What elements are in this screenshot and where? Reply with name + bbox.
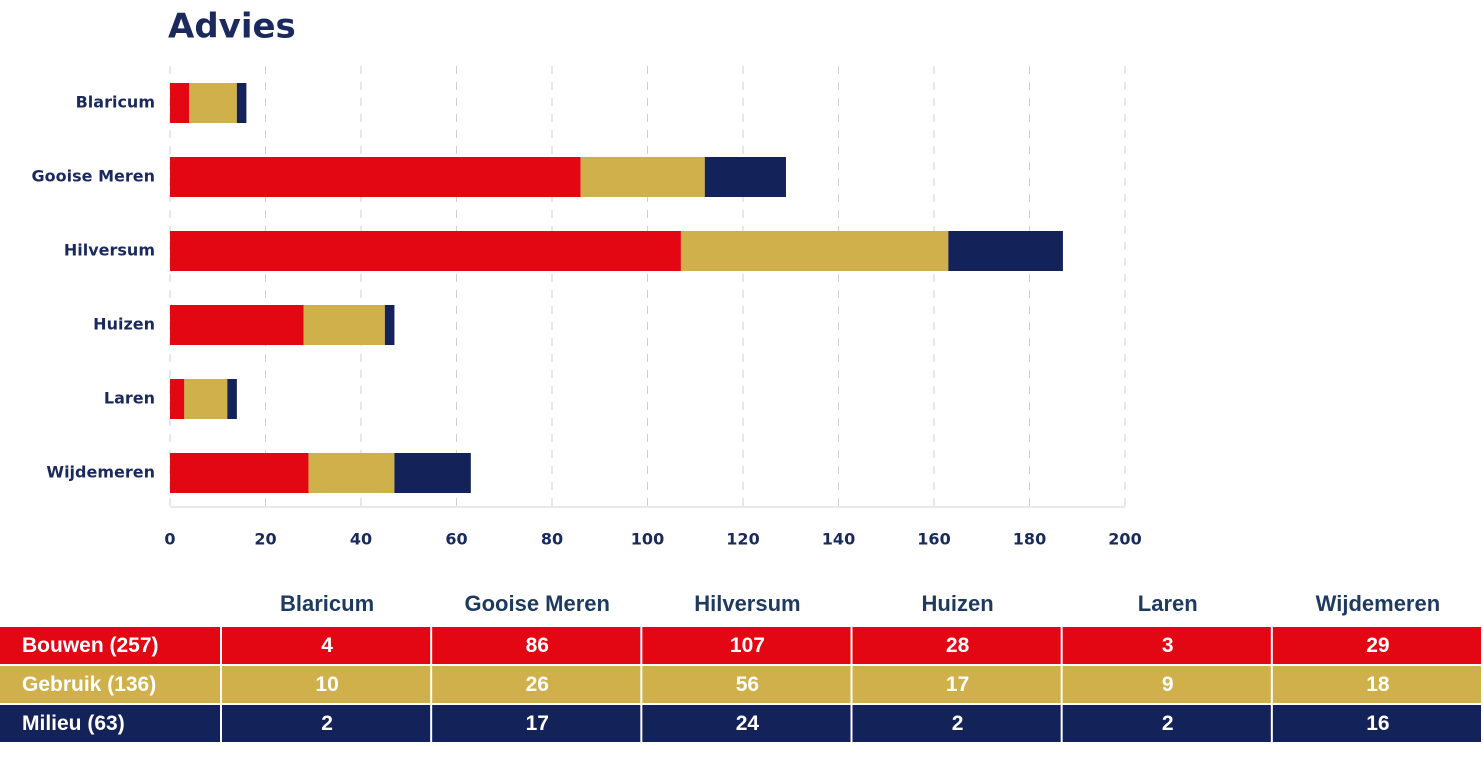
bar-segment: [227, 379, 237, 419]
table-value: 2: [321, 712, 333, 735]
x-tick-label: 180: [1013, 530, 1046, 549]
bar-segment: [170, 305, 304, 345]
table-cell: [852, 705, 1061, 742]
table-row-header: Milieu (63): [22, 712, 125, 735]
table-row-header-cell: [0, 627, 220, 664]
table-cell: [1062, 666, 1271, 703]
x-tick-label: 60: [445, 530, 467, 549]
bar-segment: [580, 157, 705, 197]
bar-segment: [170, 453, 309, 493]
bar-segment: [308, 453, 395, 493]
table-value: 86: [526, 634, 549, 657]
table-value: 2: [952, 712, 964, 735]
table-value: 24: [736, 712, 760, 735]
table-value: 26: [526, 673, 549, 696]
table-cell: [642, 627, 851, 664]
bar-segment: [189, 83, 237, 123]
table-row-header-cell: [0, 705, 220, 742]
y-tick-label: Gooise Meren: [32, 167, 155, 186]
table-header: Wijdemeren: [1316, 591, 1441, 616]
bar-segment: [384, 305, 395, 345]
bar-segment: [948, 231, 1063, 271]
bar-segment: [170, 379, 185, 419]
table-value: 17: [946, 673, 969, 696]
y-tick-label: Laren: [104, 389, 155, 408]
table-value: 10: [315, 673, 338, 696]
table-cell: [432, 627, 641, 664]
x-tick-label: 0: [164, 530, 175, 549]
table-value: 28: [946, 634, 970, 657]
x-tick-label: 40: [350, 530, 372, 549]
x-tick-label: 120: [726, 530, 759, 549]
table-row-header: Gebruik (136): [22, 673, 156, 696]
x-tick-label: 80: [541, 530, 563, 549]
table-header: Gooise Meren: [465, 591, 610, 616]
table-cell: [1062, 627, 1271, 664]
table-value: 3: [1162, 634, 1174, 657]
x-tick-label: 200: [1108, 530, 1141, 549]
table-value: 17: [526, 712, 549, 735]
table-cell: [1272, 666, 1481, 703]
table-value: 18: [1366, 673, 1390, 696]
bar-segment: [394, 453, 471, 493]
y-tick-label: Blaricum: [76, 93, 155, 112]
bar-segment: [236, 83, 247, 123]
table-cell: [1272, 627, 1481, 664]
table-value: 56: [736, 673, 759, 696]
table-cell: [222, 627, 431, 664]
table-header: Hilversum: [694, 591, 800, 616]
bar-segment: [170, 231, 681, 271]
table-value: 2: [1162, 712, 1174, 735]
x-tick-label: 20: [254, 530, 276, 549]
table-cell: [432, 666, 641, 703]
x-tick-label: 160: [917, 530, 950, 549]
table-header: Blaricum: [280, 591, 374, 616]
x-tick-label: 100: [631, 530, 664, 549]
table-cell: [1272, 705, 1481, 742]
table-row-header: Bouwen (257): [22, 634, 159, 657]
bar-segment: [170, 83, 190, 123]
bar-segment: [184, 379, 228, 419]
table-cell: [642, 666, 851, 703]
table-value: 4: [321, 634, 333, 657]
table-cell: [1062, 705, 1271, 742]
table-value: 16: [1366, 712, 1389, 735]
table-cell: [222, 705, 431, 742]
table-header: Huizen: [922, 591, 994, 616]
table-cell: [222, 666, 431, 703]
chart-title: Advies: [168, 7, 296, 47]
y-tick-label: Huizen: [93, 315, 155, 334]
table-header: Laren: [1138, 591, 1198, 616]
table-cell: [642, 705, 851, 742]
table-cell: [852, 627, 1061, 664]
table-value: 29: [1366, 634, 1389, 657]
table-cell: [432, 705, 641, 742]
table-cell: [852, 666, 1061, 703]
table-row-header-cell: [0, 666, 220, 703]
x-tick-label: 140: [822, 530, 855, 549]
table-value: 107: [730, 634, 765, 657]
bar-segment: [170, 157, 581, 197]
table-value: 9: [1162, 673, 1174, 696]
bar-segment: [680, 231, 949, 271]
bar-segment: [704, 157, 786, 197]
y-tick-label: Hilversum: [64, 241, 155, 260]
y-tick-label: Wijdemeren: [46, 463, 155, 482]
bar-segment: [303, 305, 385, 345]
